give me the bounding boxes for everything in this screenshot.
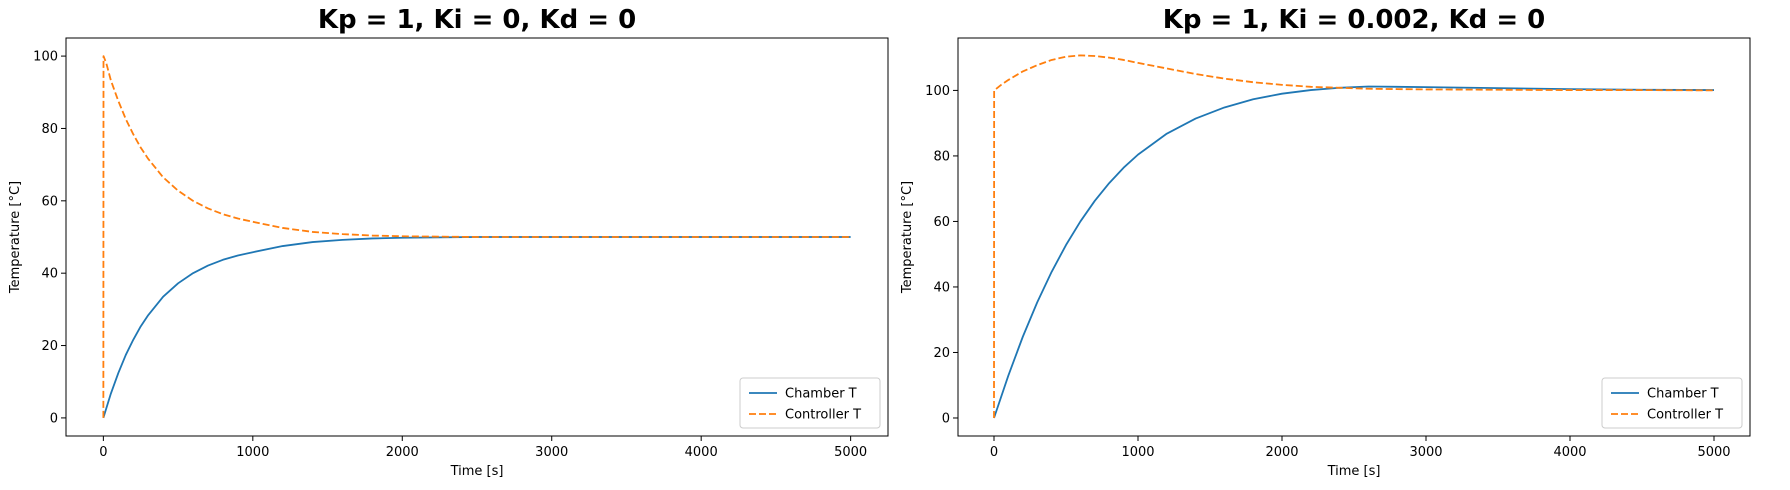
x-tick-label: 2000 (1265, 445, 1298, 460)
legend-label: Controller T (785, 408, 861, 423)
y-tick-label: 0 (50, 411, 58, 426)
x-tick-label: 5000 (1697, 445, 1730, 460)
series-line-chamber-t (993, 85, 1715, 419)
y-tick-label: 20 (41, 339, 58, 354)
x-tick-label: 5000 (834, 445, 867, 460)
series-line-controller-t (993, 54, 1715, 418)
series-line-controller-t (102, 55, 851, 418)
legend-label: Chamber T (785, 387, 857, 402)
series-line-chamber-t (102, 236, 851, 419)
legend: Chamber T Controller T (1601, 377, 1743, 429)
legend-box (1601, 377, 1743, 429)
chart-title: Kp = 1, Ki = 0, Kd = 0 (318, 5, 636, 35)
y-tick-label: 20 (933, 346, 950, 361)
y-tick-label: 60 (933, 215, 950, 230)
x-tick-label: 1000 (1121, 445, 1154, 460)
y-tick-label: 100 (925, 84, 950, 99)
legend-box (739, 377, 881, 429)
y-tick-label: 40 (933, 280, 950, 295)
x-axis-label: Time [s] (450, 464, 504, 479)
chart-1: Kp = 1, Ki = 0, Kd = 00 1000 2000 3000 4000 5… (8, 5, 889, 479)
y-tick-label: 0 (942, 411, 950, 426)
legend-label: Chamber T (1647, 387, 1719, 402)
x-tick-label: 0 (99, 445, 107, 460)
x-tick-label: 2000 (386, 445, 419, 460)
legend: Chamber T Controller T (739, 377, 881, 429)
y-axis-label: Temperature [°C] (8, 181, 23, 294)
x-tick-label: 4000 (685, 445, 718, 460)
legend-label: Controller T (1647, 408, 1723, 423)
plot-frame (65, 37, 889, 437)
y-tick-label: 40 (41, 267, 58, 282)
y-tick-label: 60 (41, 194, 58, 209)
x-tick-label: 3000 (535, 445, 568, 460)
y-tick-label: 100 (33, 50, 58, 65)
plot-frame (957, 37, 1751, 437)
y-tick-label: 80 (933, 149, 950, 164)
x-tick-label: 1000 (236, 445, 269, 460)
y-tick-label: 80 (41, 122, 58, 137)
chart-title: Kp = 1, Ki = 0.002, Kd = 0 (1163, 5, 1546, 35)
x-tick-label: 4000 (1553, 445, 1586, 460)
x-axis-label: Time [s] (1327, 464, 1381, 479)
x-tick-label: 3000 (1409, 445, 1442, 460)
chart-2: Kp = 1, Ki = 0.002, Kd = 00 1000 2000 3000 4… (900, 5, 1751, 479)
x-tick-label: 0 (990, 445, 998, 460)
y-axis-label: Temperature [°C] (900, 181, 915, 294)
